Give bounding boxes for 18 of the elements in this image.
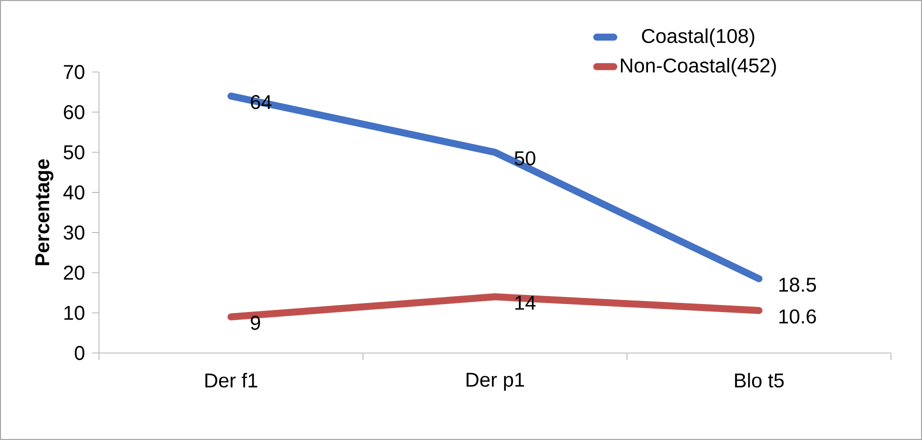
- y-tick-label: 20: [64, 266, 84, 280]
- legend-label: Coastal(108): [642, 28, 754, 48]
- y-tick-label: 10: [64, 306, 84, 320]
- y-tick-label: 30: [64, 225, 84, 240]
- x-tick-label: Der p1: [466, 372, 524, 391]
- data-label: 10.6: [779, 309, 816, 324]
- y-tick-label: 70: [64, 64, 84, 80]
- data-label: 50: [514, 151, 536, 166]
- x-tick-label: Der f1: [205, 372, 258, 388]
- x-tick-label: Blo t5: [735, 372, 784, 388]
- y-tick-label: 50: [64, 145, 84, 160]
- legend-label: Non-Coastal(452): [620, 58, 776, 77]
- y-tick-label: 0: [74, 346, 84, 360]
- data-label: 18.5: [779, 278, 816, 292]
- data-label: 9: [250, 316, 260, 330]
- y-tick-label: 60: [64, 105, 84, 120]
- y-axis-title: Percentage: [35, 159, 54, 266]
- y-tick-label: 40: [63, 185, 84, 200]
